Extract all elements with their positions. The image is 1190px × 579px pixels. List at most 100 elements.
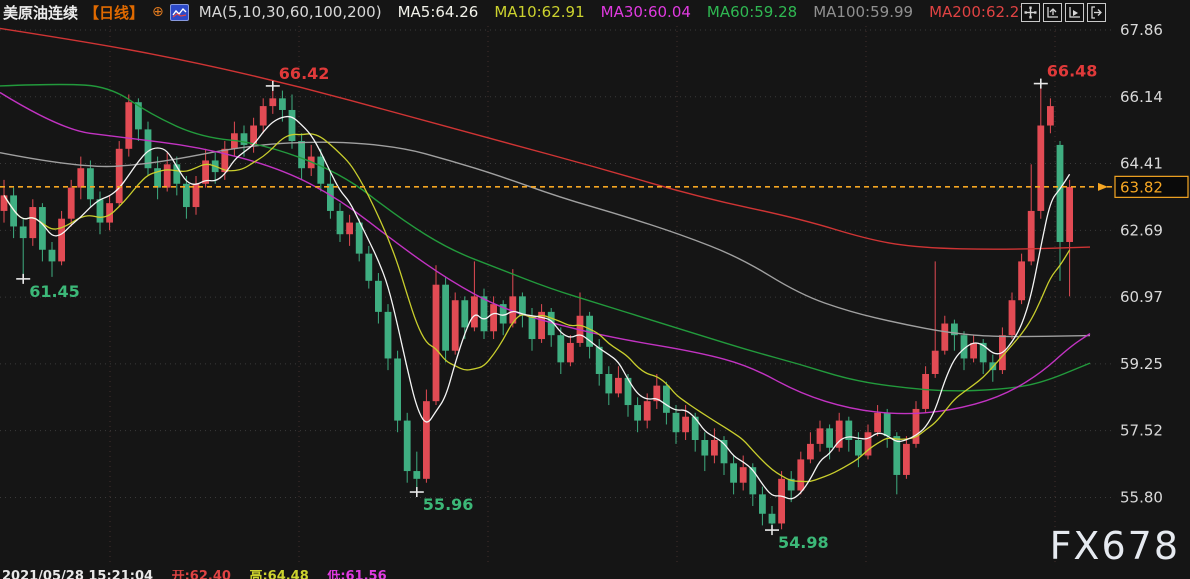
candle-body: [29, 207, 37, 239]
ma200-line: [0, 27, 1091, 250]
status-open: 开:62.40: [171, 570, 231, 579]
chart-header: 美原油连续 【日线】 ⊕ MA(5,10,30,60,100,200) MA5:…: [0, 0, 1190, 24]
candle-body: [154, 168, 161, 188]
candle-body: [730, 463, 737, 483]
candle-body: [384, 311, 392, 359]
candle-body: [634, 405, 641, 421]
candle-body: [874, 412, 881, 433]
candle-body: [413, 471, 421, 479]
axis-price-label: 67.86: [1120, 21, 1163, 39]
candle-body: [922, 373, 929, 409]
axis-price-label: 64.41: [1120, 155, 1163, 173]
scale-x-axis-icon[interactable]: [1065, 3, 1084, 22]
candle-body: [10, 195, 17, 227]
candle-body: [202, 160, 209, 184]
candle-body: [461, 300, 469, 328]
candle-body: [797, 459, 805, 491]
candle-body: [663, 385, 670, 413]
candle-body: [912, 408, 920, 444]
candle-body: [893, 436, 901, 475]
candle-body: [48, 249, 56, 262]
candle-body: [682, 416, 689, 433]
candle-body: [979, 342, 987, 363]
extreme-price-annotation: 55.96: [423, 495, 474, 514]
candle-body: [240, 133, 248, 145]
current-price-tag: [1114, 175, 1189, 198]
candle-body: [586, 315, 593, 347]
line-chart-icon[interactable]: [169, 3, 189, 21]
candle-body: [269, 98, 277, 107]
candle-body: [327, 183, 334, 211]
candle-body: [931, 350, 939, 374]
candle-body: [19, 226, 27, 239]
candle-body: [1018, 261, 1025, 301]
status-high: 高:64.48: [249, 570, 309, 579]
candle-body: [816, 428, 824, 444]
candle-body: [509, 296, 517, 324]
candle-body: [135, 102, 142, 130]
candle-body: [605, 373, 613, 394]
period-label[interactable]: 【日线】: [84, 3, 145, 22]
candle-body: [1008, 300, 1016, 336]
candle-body: [759, 494, 766, 514]
ma5-line: [3, 115, 1071, 500]
candle-body: [471, 296, 478, 328]
axis-price-label: 66.14: [1120, 88, 1163, 106]
candle-body: [970, 342, 977, 359]
candle-body: [317, 156, 325, 184]
candle-body: [557, 335, 565, 363]
candle-body: [250, 125, 257, 145]
move-tool-icon[interactable]: [1021, 3, 1040, 22]
status-datetime: 2021/05/28 15:21:04: [2, 570, 154, 579]
crosshair-target-icon[interactable]: ⊕: [152, 4, 164, 20]
candle-body: [77, 168, 85, 188]
candle-body: [538, 311, 545, 340]
pan-right-icon[interactable]: [1087, 3, 1106, 22]
ma-params-label[interactable]: MA(5,10,30,60,100,200): [198, 3, 382, 21]
candle-body: [336, 210, 344, 235]
ma30-value: MA30:60.04: [600, 3, 691, 21]
candle-body: [672, 412, 680, 433]
symbol-name: 美原油连续: [3, 3, 79, 22]
candle-body: [855, 439, 862, 456]
candle-body: [183, 183, 190, 208]
status-row-clipped: 2021/05/28 15:21:04 开:62.40 高:64.48 低:61…: [2, 570, 902, 579]
candle-body: [615, 377, 622, 394]
candle-body: [883, 412, 891, 437]
candle-body: [567, 342, 574, 363]
candle-body: [0, 195, 8, 211]
candle-body: [403, 420, 411, 472]
candle-body: [787, 478, 795, 491]
extreme-price-annotation: 66.48: [1047, 62, 1098, 81]
candle-body: [442, 284, 449, 351]
candle-body: [720, 439, 728, 464]
candle-body: [711, 439, 718, 456]
candle-body: [67, 187, 75, 219]
axis-price-label: 57.52: [1120, 422, 1163, 440]
candle-body: [115, 148, 123, 204]
candle-body: [903, 443, 910, 475]
current-price-value: 63.82: [1120, 178, 1163, 196]
candle-body: [768, 513, 776, 524]
candle-body: [125, 102, 133, 149]
candle-body: [221, 148, 229, 173]
candle-body: [1056, 144, 1064, 242]
candle-body: [845, 420, 853, 440]
candle-body: [499, 304, 507, 324]
candle-body: [701, 439, 709, 456]
extreme-price-annotation: 66.42: [279, 64, 330, 83]
candle-body: [951, 323, 958, 336]
ma100-value: MA100:59.99: [813, 3, 914, 21]
candle-body: [778, 478, 785, 524]
ma100-line: [0, 141, 1091, 338]
axis-price-label: 55.80: [1120, 488, 1163, 506]
candle-body: [1027, 210, 1035, 262]
candle-body: [259, 106, 267, 126]
ma60-value: MA60:59.28: [706, 3, 798, 21]
candle-body: [835, 420, 843, 448]
scale-y-axis-icon[interactable]: [1043, 3, 1062, 22]
candle-body: [1066, 186, 1073, 242]
candle-body: [58, 218, 65, 262]
extreme-price-annotation: 61.45: [29, 282, 80, 301]
